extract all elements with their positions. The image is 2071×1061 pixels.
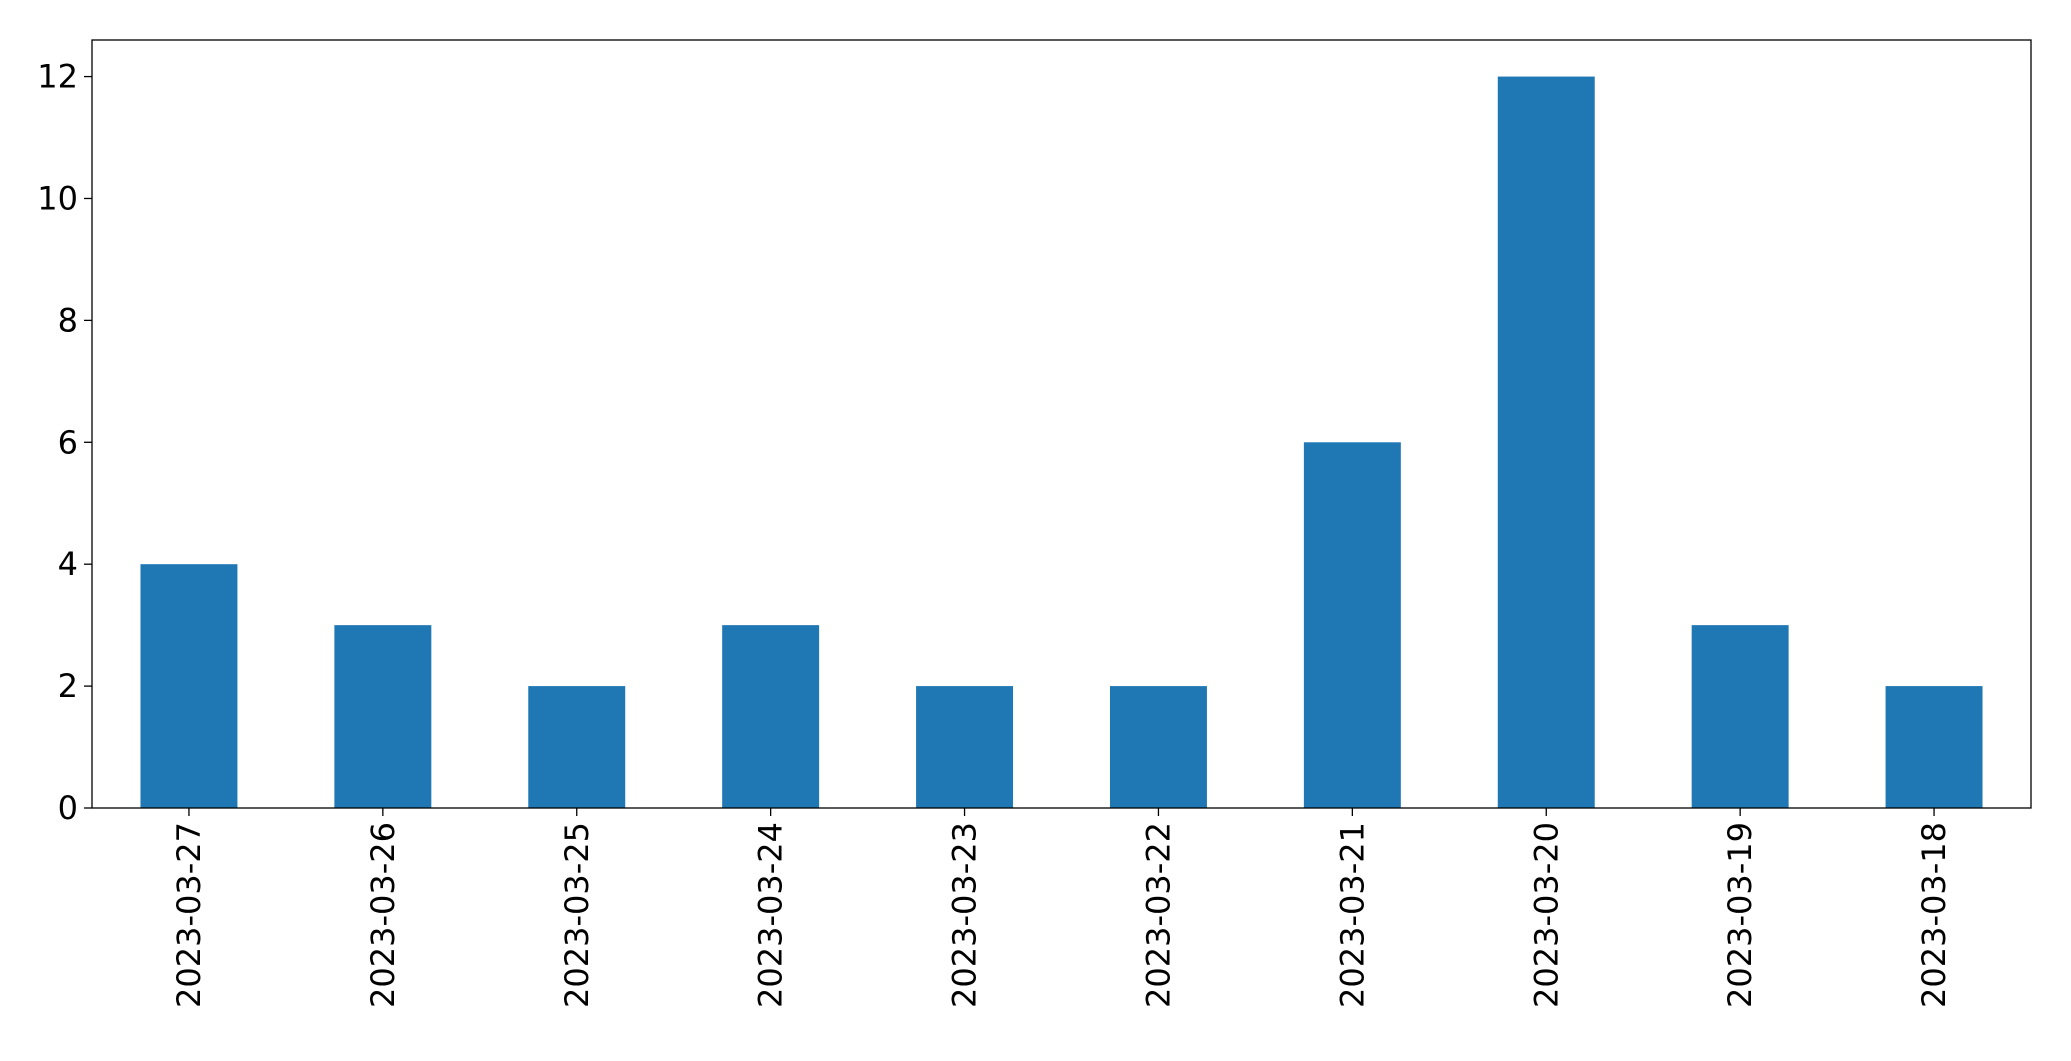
x-tick-label: 2023-03-26 — [364, 822, 402, 1008]
bar — [1497, 76, 1595, 809]
bar — [1303, 442, 1401, 808]
y-tick-label: 4 — [58, 545, 78, 583]
x-tick-label: 2023-03-22 — [1139, 822, 1177, 1008]
x-tick-label: 2023-03-24 — [752, 822, 790, 1008]
y-tick-label: 2 — [58, 667, 78, 705]
bar — [722, 625, 820, 808]
x-tick-label: 2023-03-19 — [1721, 822, 1759, 1008]
bar — [1885, 686, 1983, 808]
y-tick-label: 8 — [58, 301, 78, 339]
y-tick-label: 10 — [37, 179, 78, 217]
x-tick-label: 2023-03-25 — [558, 822, 596, 1008]
x-tick-label: 2023-03-27 — [170, 822, 208, 1008]
y-tick-label: 6 — [58, 423, 78, 461]
bar — [1691, 625, 1789, 808]
bar — [334, 625, 432, 808]
y-tick-label: 12 — [37, 58, 78, 96]
bar — [916, 686, 1014, 808]
bar — [1109, 686, 1207, 808]
x-tick-label: 2023-03-21 — [1333, 822, 1371, 1008]
x-tick-label: 2023-03-18 — [1915, 822, 1953, 1008]
plot-frame — [91, 39, 2032, 809]
bar — [528, 686, 626, 808]
x-tick-label: 2023-03-20 — [1527, 822, 1565, 1008]
bar — [140, 564, 238, 808]
y-tick-label: 0 — [58, 789, 78, 827]
x-tick-label: 2023-03-23 — [946, 822, 984, 1008]
